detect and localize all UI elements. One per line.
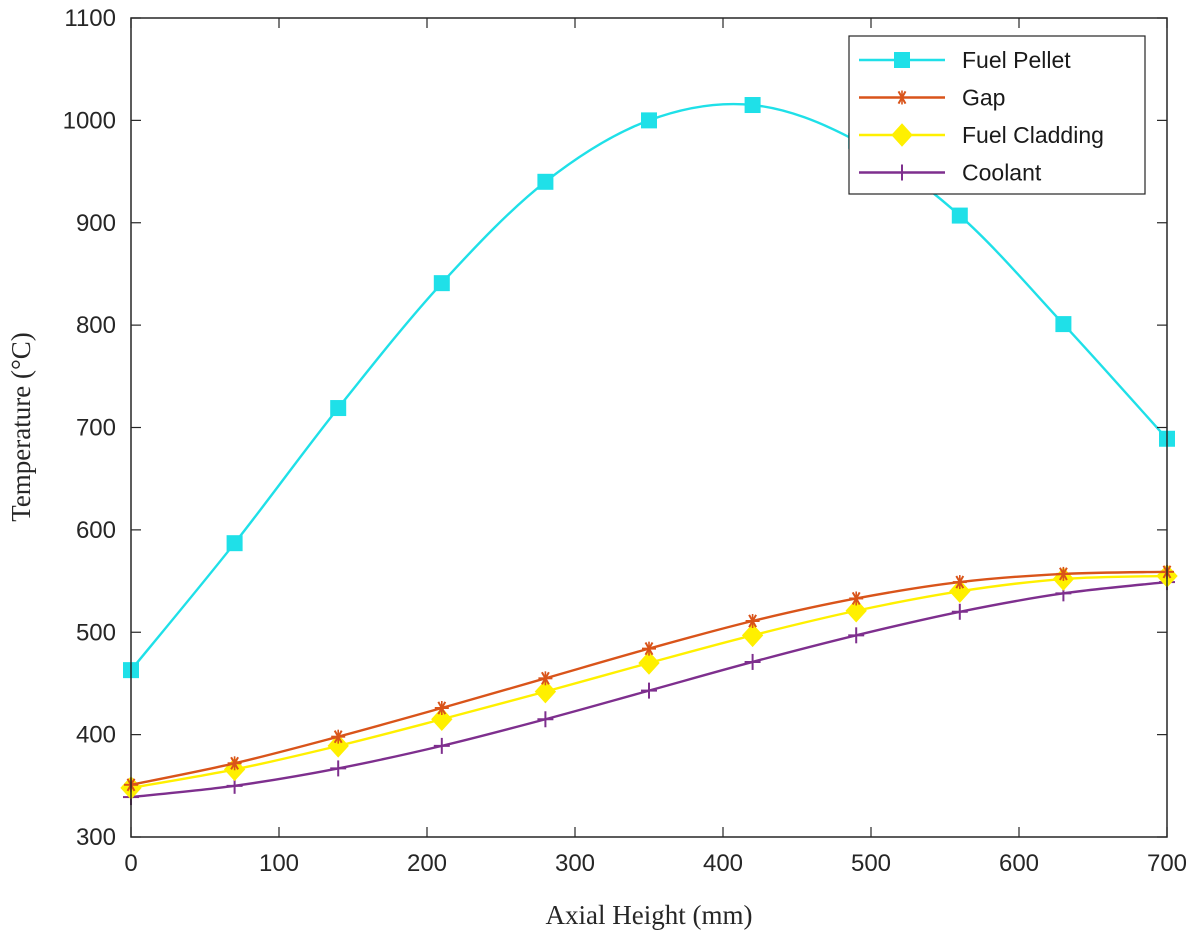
point-fuel-pellet <box>433 275 450 292</box>
y-tick-label: 1000 <box>63 107 116 134</box>
point-gap <box>227 756 242 771</box>
point-coolant <box>641 682 657 699</box>
point-coolant <box>433 737 450 754</box>
legend-item-fuel-pellet: Fuel Pellet <box>859 47 1071 73</box>
point-coolant <box>537 711 554 728</box>
point-coolant <box>951 603 968 620</box>
y-tick-label: 300 <box>76 824 116 851</box>
point-fuel-pellet <box>537 173 554 190</box>
point-gap <box>538 671 553 686</box>
point-fuel-cladding <box>741 623 764 648</box>
x-tick-label: 700 <box>1147 850 1187 877</box>
legend-label-fuel-cladding: Fuel Cladding <box>962 122 1104 148</box>
point-fuel-cladding <box>327 734 349 758</box>
legend-label-gap: Gap <box>962 85 1005 111</box>
point-gap <box>331 729 346 744</box>
line-fuel-pellet <box>130 102 1168 671</box>
x-tick-label: 200 <box>407 850 447 877</box>
point-fuel-pellet <box>641 112 657 129</box>
point-coolant <box>848 627 865 644</box>
x-tick-label: 300 <box>555 850 595 877</box>
x-tick-label: 0 <box>124 850 137 877</box>
point-fuel-cladding <box>534 679 557 704</box>
point-fuel-cladding <box>845 599 867 623</box>
point-fuel-pellet <box>226 535 243 552</box>
y-axis: 300 400 500 600 700 800 900 1000 1100 <box>63 5 1167 851</box>
y-tick-label: 1100 <box>64 5 116 32</box>
legend-marker-fuel-pellet <box>894 52 910 68</box>
y-tick-label: 700 <box>76 415 116 442</box>
series-layer <box>120 97 1178 806</box>
point-fuel-pellet <box>744 97 761 114</box>
legend-marker-gap <box>895 90 909 105</box>
point-fuel-cladding <box>949 579 971 604</box>
legend-label-coolant: Coolant <box>962 160 1042 186</box>
point-gap <box>434 701 449 716</box>
series-gap <box>124 564 1174 792</box>
legend-marker-coolant <box>894 164 910 181</box>
x-tick-label: 400 <box>703 850 743 877</box>
point-fuel-pellet <box>1055 316 1072 333</box>
point-fuel-pellet <box>951 207 968 224</box>
x-axis-title: Axial Height (mm) <box>546 900 753 930</box>
legend-label-fuel-pellet: Fuel Pellet <box>962 47 1071 73</box>
legend-item-fuel-cladding: Fuel Cladding <box>859 122 1104 148</box>
x-axis: 0 100 200 300 400 500 600 700 <box>124 18 1187 877</box>
legend-marker-fuel-cladding <box>891 123 913 147</box>
legend: Fuel Pellet Gap Fuel Cladding Coolant <box>848 35 1146 195</box>
point-fuel-cladding <box>638 651 660 675</box>
y-tick-label: 400 <box>76 722 116 749</box>
y-tick-label: 500 <box>76 619 116 646</box>
legend-item-gap: Gap <box>859 85 1005 111</box>
point-fuel-cladding <box>431 707 453 732</box>
x-tick-label: 500 <box>851 850 891 877</box>
y-axis-title: Temperature (°C) <box>6 332 36 522</box>
y-tick-label: 600 <box>76 517 116 544</box>
x-tick-label: 100 <box>259 850 299 877</box>
point-coolant <box>744 653 761 670</box>
x-tick-label: 600 <box>999 850 1039 877</box>
y-tick-label: 900 <box>76 210 116 237</box>
y-tick-label: 800 <box>76 312 116 339</box>
point-fuel-pellet <box>330 400 347 417</box>
point-gap <box>952 575 967 590</box>
legend-item-coolant: Coolant <box>859 160 1042 186</box>
point-gap <box>849 591 864 606</box>
point-gap <box>1056 566 1071 581</box>
point-gap <box>642 641 656 656</box>
point-gap <box>745 613 760 628</box>
point-coolant <box>330 760 347 777</box>
